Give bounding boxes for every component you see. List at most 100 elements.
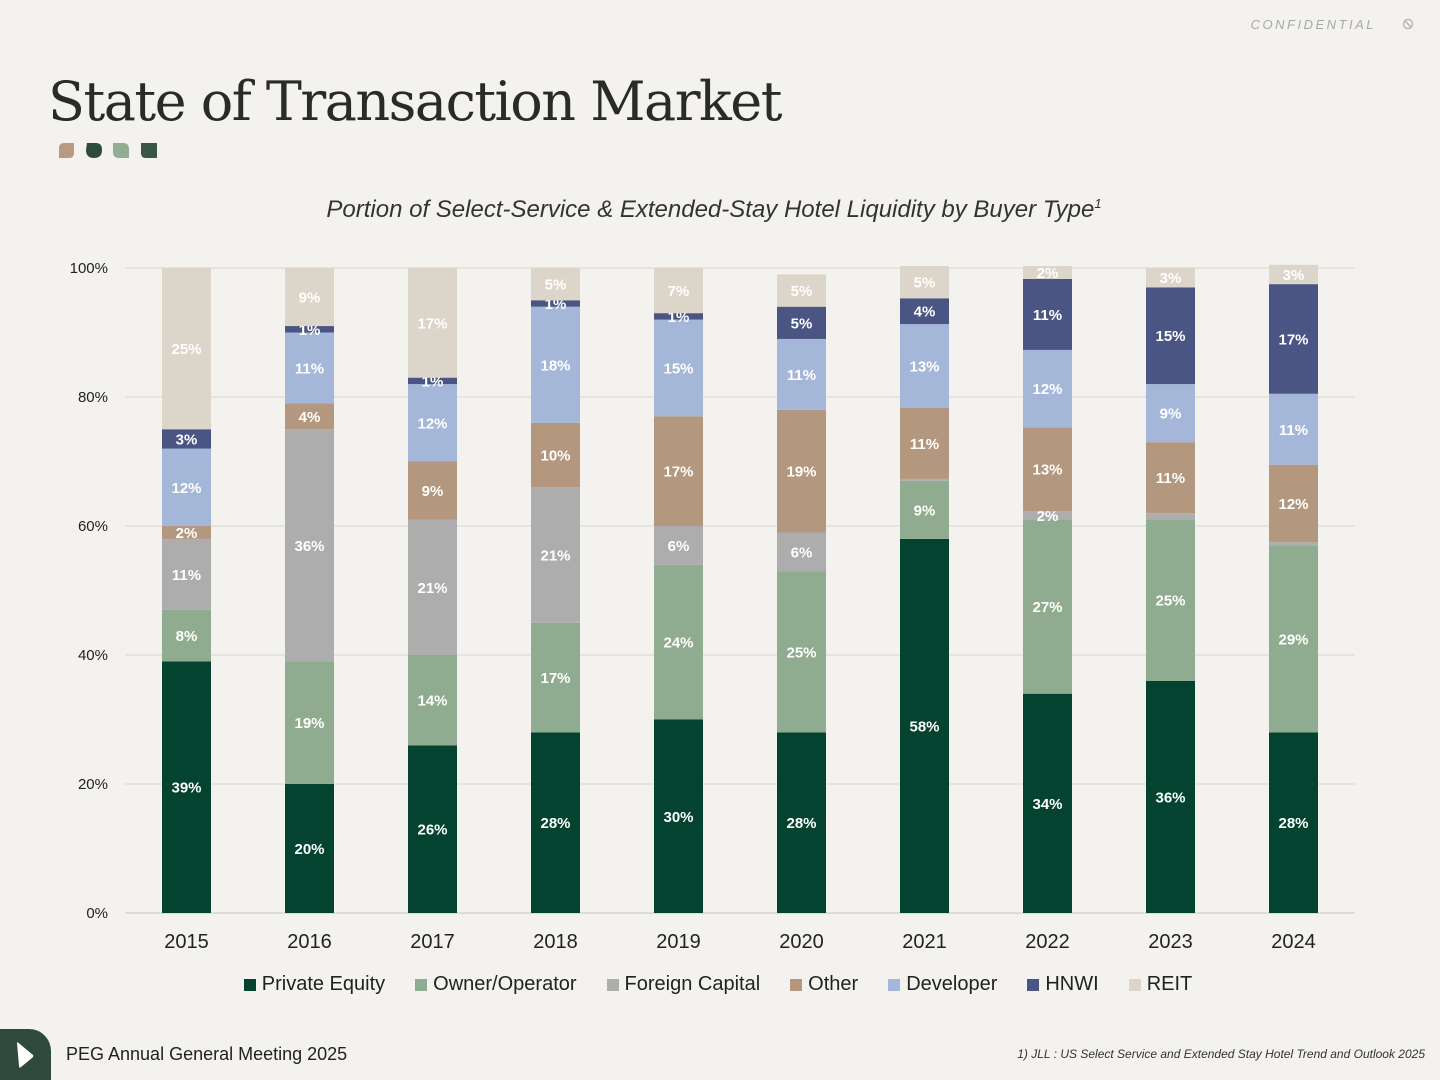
chart-title-footnote-marker: 1	[1094, 196, 1102, 211]
x-tick-label: 2017	[410, 931, 455, 953]
bar-segment	[1146, 384, 1195, 443]
data-label: 11%	[295, 360, 324, 377]
bar-segment	[531, 268, 580, 301]
bar-segment	[777, 732, 826, 913]
bar-segment	[1269, 545, 1318, 733]
legend-label: Owner/Operator	[433, 973, 577, 995]
data-label: 2%	[1037, 265, 1059, 282]
confidential-label: CONFIDENTIAL	[1250, 17, 1376, 32]
y-tick-label: 0%	[86, 905, 108, 922]
legend-label: Private Equity	[261, 973, 386, 995]
x-tick-label: 2024	[1271, 931, 1316, 953]
bar-segment	[408, 384, 457, 462]
data-label: 17%	[417, 315, 447, 332]
data-label: 21%	[540, 548, 570, 565]
data-label: 30%	[663, 809, 693, 826]
chart-title-text: Portion of Select-Service & Extended-Sta…	[326, 196, 1095, 223]
data-label: 3%	[176, 431, 198, 448]
y-tick-label: 100%	[70, 260, 108, 277]
data-label: 34%	[1032, 796, 1062, 813]
data-label: 9%	[914, 502, 936, 519]
bar-segment	[777, 306, 826, 339]
data-label: 39%	[171, 780, 201, 797]
data-label: 10%	[540, 448, 570, 465]
bar-segment	[285, 784, 334, 913]
data-label: 29%	[1278, 631, 1308, 648]
data-label: 11%	[910, 436, 939, 453]
legend-item: Foreign Capital	[606, 973, 760, 996]
legend-item: Developer	[888, 973, 997, 996]
bar-segment	[531, 422, 580, 488]
data-label: 36%	[1155, 789, 1185, 806]
bar-segment	[900, 480, 949, 539]
data-label: 26%	[417, 822, 447, 839]
bar-segment	[1146, 513, 1195, 520]
bar-segment	[408, 655, 457, 746]
bar-segment	[162, 429, 211, 449]
bar-segment	[1269, 464, 1318, 543]
data-label: 17%	[1278, 331, 1308, 348]
data-label: 15%	[1155, 328, 1185, 345]
data-label: 5%	[545, 277, 567, 294]
legend-label: HNWI	[1045, 973, 1099, 995]
x-tick-label: 2018	[533, 931, 578, 953]
x-tick-label: 2022	[1025, 931, 1070, 953]
legend-item: Private Equity	[243, 973, 386, 996]
bar-segment	[654, 268, 703, 314]
leaf-logo-icon	[17, 1042, 34, 1068]
bar-segment	[777, 274, 826, 307]
legend-label: Other	[808, 973, 859, 995]
leaf-icon	[113, 143, 129, 158]
data-label: 9%	[422, 483, 444, 500]
data-label: 28%	[540, 815, 570, 832]
bar-segment	[162, 268, 211, 430]
data-label: 19%	[294, 715, 324, 732]
legend-label: REIT	[1146, 973, 1193, 995]
legend-item: REIT	[1128, 973, 1193, 996]
bar-segment	[1023, 519, 1072, 694]
bar-segment	[285, 268, 334, 327]
leaf-icon	[141, 143, 157, 158]
footer-meeting-label: PEG Annual General Meeting 2025	[66, 1044, 348, 1064]
data-label: 19%	[786, 464, 816, 481]
data-label: 14%	[417, 693, 447, 710]
data-label: 7%	[668, 283, 690, 300]
x-tick-label: 2023	[1148, 931, 1193, 953]
bar-segment	[654, 319, 703, 417]
bar-segment	[900, 298, 949, 325]
legend-label: Developer	[906, 973, 998, 995]
circle-slash-icon	[1402, 18, 1414, 30]
y-tick-label: 60%	[78, 518, 108, 535]
data-label: 5%	[914, 275, 936, 292]
data-label: 4%	[914, 304, 936, 321]
bar-segment	[408, 461, 457, 520]
bar-segment	[1146, 680, 1195, 913]
data-label: 4%	[299, 409, 321, 426]
bar-segment	[162, 661, 211, 913]
bar-segment	[285, 661, 334, 784]
bar-segment	[1023, 511, 1072, 520]
bar-segment	[531, 732, 580, 913]
legend-swatch	[415, 978, 428, 991]
bar-segment	[654, 416, 703, 526]
data-label: 9%	[299, 290, 321, 307]
x-tick-label: 2020	[779, 931, 824, 953]
x-tick-label: 2015	[164, 931, 209, 953]
data-label: 28%	[786, 815, 816, 832]
bar-segment	[654, 719, 703, 913]
legend-item: Other	[790, 973, 858, 996]
data-label: 17%	[540, 670, 570, 687]
data-label: 25%	[786, 644, 816, 661]
legend-item: HNWI	[1027, 973, 1099, 996]
x-tick-label: 2016	[287, 931, 332, 953]
leaf-icon	[59, 143, 74, 158]
bar-segment	[1269, 732, 1318, 913]
bar-segment	[900, 407, 949, 479]
bar-segment	[285, 326, 334, 333]
bar-segment	[1146, 268, 1195, 288]
bar-segment	[1269, 393, 1318, 465]
bar-segment	[654, 564, 703, 720]
bar-segment	[285, 332, 334, 404]
x-tick-label: 2021	[902, 931, 947, 953]
data-label: 11%	[1033, 307, 1062, 324]
